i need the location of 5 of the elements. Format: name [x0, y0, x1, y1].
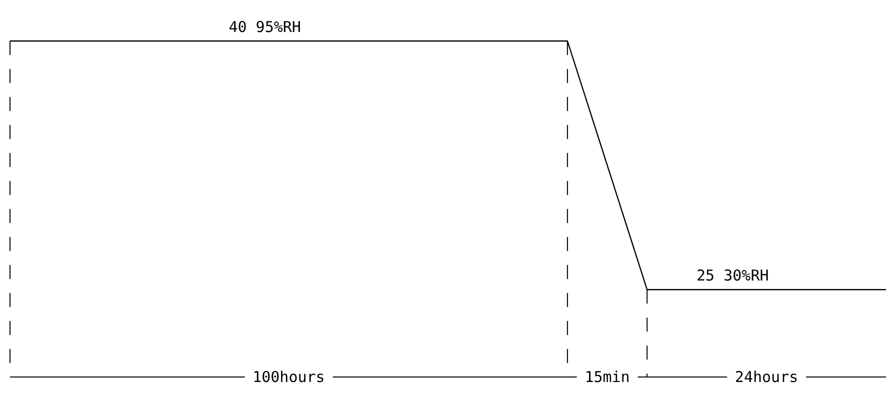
annotation: 24hours [734, 368, 798, 386]
annotation: 25 30%RH [696, 266, 769, 285]
annotation: 15min [584, 368, 630, 386]
annotation: 40 95%RH [228, 18, 301, 36]
annotation: 100hours [252, 368, 325, 386]
